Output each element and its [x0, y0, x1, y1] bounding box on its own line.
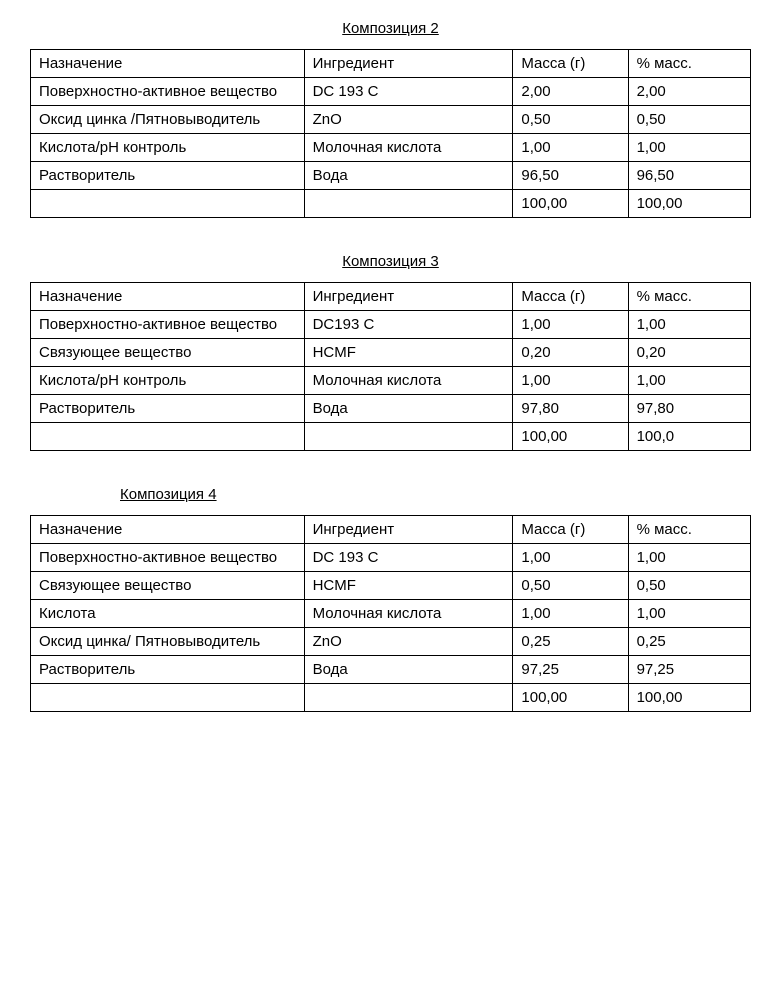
table-cell-ingredient: HCMF [304, 572, 513, 600]
table-cell-purpose: Кислота/рН контроль [31, 367, 305, 395]
table-header-ingredient: Ингредиент [304, 516, 513, 544]
table-header-purpose: Назначение [31, 516, 305, 544]
composition-title-1: Композиция 2 [30, 20, 751, 37]
table-header-percent: % масс. [628, 516, 750, 544]
table-cell-mass: 0,25 [513, 628, 628, 656]
table-cell-ingredient: Молочная кислота [304, 367, 513, 395]
table-cell-percent: 96,50 [628, 162, 750, 190]
table-cell-mass: 0,20 [513, 339, 628, 367]
table-cell-purpose [31, 190, 305, 218]
table-cell-mass: 1,00 [513, 367, 628, 395]
table-cell-percent: 100,00 [628, 190, 750, 218]
table-cell-ingredient [304, 423, 513, 451]
table-row: Оксид цинка/ ПятновыводительZnO0,250,25 [31, 628, 751, 656]
table-cell-percent: 100,0 [628, 423, 750, 451]
table-cell-percent: 1,00 [628, 367, 750, 395]
table-cell-mass: 0,50 [513, 106, 628, 134]
table-cell-percent: 2,00 [628, 78, 750, 106]
table-cell-ingredient: DC193 C [304, 311, 513, 339]
table-cell-mass: 2,00 [513, 78, 628, 106]
table-cell-mass: 1,00 [513, 600, 628, 628]
table-cell-purpose: Оксид цинка/ Пятновыводитель [31, 628, 305, 656]
table-header-mass: Масса (г) [513, 516, 628, 544]
table-cell-percent: 97,25 [628, 656, 750, 684]
table-row: Связующее веществоHCMF0,200,20 [31, 339, 751, 367]
table-cell-ingredient: DC 193 C [304, 544, 513, 572]
table-cell-purpose: Связующее вещество [31, 572, 305, 600]
composition-table-2: НазначениеИнгредиентМасса (г)% масс.Пове… [30, 282, 751, 451]
table-cell-ingredient: ZnO [304, 628, 513, 656]
table-cell-ingredient: ZnO [304, 106, 513, 134]
table-cell-ingredient [304, 684, 513, 712]
table-cell-purpose: Поверхностно-активное вещество [31, 311, 305, 339]
table-row: Связующее веществоHCMF0,500,50 [31, 572, 751, 600]
table-cell-purpose: Связующее вещество [31, 339, 305, 367]
table-cell-ingredient [304, 190, 513, 218]
table-cell-purpose [31, 684, 305, 712]
table-cell-purpose: Растворитель [31, 395, 305, 423]
table-header-purpose: Назначение [31, 50, 305, 78]
table-row: Поверхностно-активное веществоDC193 C1,0… [31, 311, 751, 339]
table-header-mass: Масса (г) [513, 283, 628, 311]
table-cell-ingredient: Вода [304, 395, 513, 423]
table-cell-purpose: Растворитель [31, 656, 305, 684]
table-row: Поверхностно-активное веществоDC 193 C1,… [31, 544, 751, 572]
composition-table-1: НазначениеИнгредиентМасса (г)% масс.Пове… [30, 49, 751, 218]
table-cell-percent: 0,25 [628, 628, 750, 656]
table-cell-mass: 100,00 [513, 423, 628, 451]
table-cell-ingredient: DC 193 C [304, 78, 513, 106]
table-cell-purpose: Оксид цинка /Пятновыводитель [31, 106, 305, 134]
table-cell-purpose: Кислота/рН контроль [31, 134, 305, 162]
table-cell-percent: 0,20 [628, 339, 750, 367]
table-cell-percent: 0,50 [628, 572, 750, 600]
table-row: РастворительВода97,8097,80 [31, 395, 751, 423]
table-row: Оксид цинка /ПятновыводительZnO0,500,50 [31, 106, 751, 134]
table-cell-ingredient: Вода [304, 656, 513, 684]
table-header-ingredient: Ингредиент [304, 283, 513, 311]
composition-title-3: Композиция 4 [120, 486, 751, 503]
table-cell-mass: 97,80 [513, 395, 628, 423]
table-cell-mass: 96,50 [513, 162, 628, 190]
table-cell-percent: 100,00 [628, 684, 750, 712]
table-row: РастворительВода97,2597,25 [31, 656, 751, 684]
table-header-percent: % масс. [628, 283, 750, 311]
table-cell-percent: 1,00 [628, 134, 750, 162]
table-cell-mass: 1,00 [513, 134, 628, 162]
table-row: 100,00100,0 [31, 423, 751, 451]
table-header-percent: % масс. [628, 50, 750, 78]
table-cell-percent: 1,00 [628, 544, 750, 572]
table-cell-mass: 100,00 [513, 190, 628, 218]
table-header-ingredient: Ингредиент [304, 50, 513, 78]
table-row: РастворительВода96,5096,50 [31, 162, 751, 190]
table-cell-mass: 1,00 [513, 311, 628, 339]
table-row: Кислота/рН контрольМолочная кислота1,001… [31, 367, 751, 395]
table-cell-mass: 100,00 [513, 684, 628, 712]
table-cell-mass: 0,50 [513, 572, 628, 600]
table-row: Поверхностно-активное веществоDC 193 C2,… [31, 78, 751, 106]
table-cell-ingredient: HCMF [304, 339, 513, 367]
table-cell-ingredient: Вода [304, 162, 513, 190]
table-cell-purpose: Поверхностно-активное вещество [31, 78, 305, 106]
table-header-purpose: Назначение [31, 283, 305, 311]
table-row: КислотаМолочная кислота1,001,00 [31, 600, 751, 628]
composition-title-2: Композиция 3 [30, 253, 751, 270]
table-cell-ingredient: Молочная кислота [304, 134, 513, 162]
table-cell-purpose: Поверхностно-активное вещество [31, 544, 305, 572]
table-row: Кислота/рН контрольМолочная кислота1,001… [31, 134, 751, 162]
table-cell-mass: 97,25 [513, 656, 628, 684]
composition-table-3: НазначениеИнгредиентМасса (г)% масс.Пове… [30, 515, 751, 712]
table-row: 100,00100,00 [31, 190, 751, 218]
table-cell-mass: 1,00 [513, 544, 628, 572]
table-cell-percent: 1,00 [628, 311, 750, 339]
table-row: 100,00100,00 [31, 684, 751, 712]
table-cell-percent: 0,50 [628, 106, 750, 134]
table-cell-percent: 97,80 [628, 395, 750, 423]
table-cell-purpose [31, 423, 305, 451]
table-cell-ingredient: Молочная кислота [304, 600, 513, 628]
table-cell-purpose: Кислота [31, 600, 305, 628]
table-header-mass: Масса (г) [513, 50, 628, 78]
table-cell-purpose: Растворитель [31, 162, 305, 190]
table-cell-percent: 1,00 [628, 600, 750, 628]
